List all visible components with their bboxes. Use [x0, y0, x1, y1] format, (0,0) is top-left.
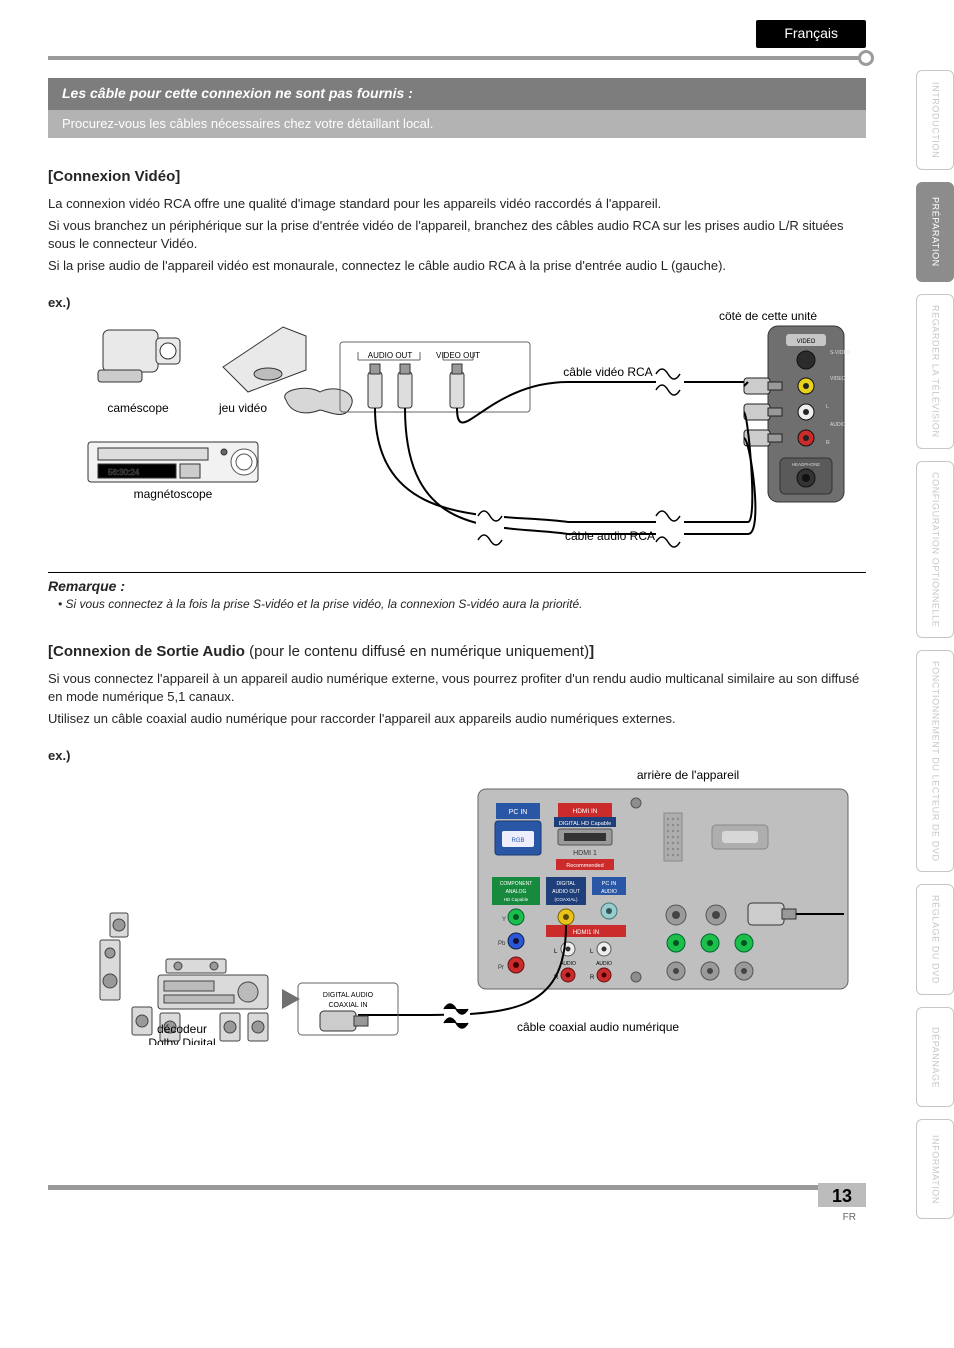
panel-svideo: S-VIDEO [830, 350, 851, 356]
panel-R: R [826, 440, 830, 446]
audio-heading-bold: [Connexion de Sortie Audio [48, 643, 245, 660]
audio-heading: [Connexion de Sortie Audio (pour le cont… [48, 641, 866, 662]
panel-video-hdr: VIDEO [797, 339, 816, 345]
bk-pcin2: PC IN [602, 881, 617, 887]
bk-Pr: Pr [498, 965, 504, 971]
panel-video-jack: VIDEO [830, 376, 846, 382]
label-cable-coax: câble coaxial audio numérique [517, 1020, 679, 1034]
bk-Y: Y [502, 917, 506, 923]
label-digital-in-1: DIGITAL AUDIO [323, 992, 374, 999]
bk-hdmi-in: HDMI IN [573, 808, 598, 815]
video-p2: Si vous branchez un périphérique sur la … [48, 217, 866, 253]
side-tab-introduction[interactable]: INTRODUCTION [916, 70, 954, 170]
label-cable-video: câble vidéo RCA [563, 365, 652, 379]
bk-component: COMPONENT [500, 881, 533, 887]
label-magnetoscope: magnétoscope [134, 487, 213, 501]
label-jeu-video: jeu vidéo [218, 401, 267, 415]
audio-heading-close: ] [589, 643, 594, 660]
side-tab-configuration[interactable]: CONFIGURATION OPTIONNELLE [916, 461, 954, 638]
panel-L: L [826, 404, 829, 410]
label-arriere: arrière de l'appareil [637, 768, 739, 782]
note-box: Remarque : Si vous connectez à la fois l… [48, 572, 866, 613]
note-body: Si vous connectez à la fois la prise S-v… [48, 596, 866, 613]
note-title: Remarque : [48, 577, 866, 597]
video-p1: La connexion vidéo RCA offre une qualité… [48, 195, 866, 213]
bk-digital: DIGITAL [556, 881, 575, 887]
panel-audio: AUDIO [830, 422, 846, 428]
video-ex-label: ex.) [48, 294, 70, 312]
page-number: 13 [818, 1183, 866, 1207]
bk-audioout: AUDIO OUT [552, 889, 580, 895]
bk-pc-in: PC IN [509, 809, 528, 816]
bk-R2: R [590, 975, 595, 981]
side-tab-fonctionnement[interactable]: FONCTIONNEMENT DU LECTEUR DE DVD [916, 650, 954, 873]
side-tab-preparation[interactable]: PRÉPARATION [916, 182, 954, 282]
bk-analog: ANALOG [506, 889, 527, 895]
label-audio-out: AUDIO OUT [368, 351, 413, 360]
bk-audio4: AUDIO [596, 961, 612, 967]
label-cote-unite: côté de cette unité [719, 312, 817, 323]
audio-ex-label: ex.) [48, 747, 70, 765]
video-connection-diagram: caméscope jeu vidéo 56:30:24 [48, 312, 868, 562]
video-p3: Si la prise audio de l'appareil vidéo es… [48, 257, 866, 275]
footer-lang: FR [843, 1211, 856, 1225]
bk-digital-hd: DIGITAL HD Capable [559, 821, 611, 827]
panel-headphone: HEADPHONE [792, 462, 821, 467]
video-heading: [Connexion Vidéo] [48, 166, 866, 187]
bk-hdmi1in: HDMI1 IN [573, 930, 599, 936]
bk-hdmi1: HDMI 1 [573, 850, 597, 857]
label-camescope: caméscope [107, 401, 169, 415]
cable-notice-banner: Les câble pour cette connexion ne sont p… [48, 78, 866, 138]
bk-hdcap: HD Capable [504, 897, 529, 902]
bk-coax: (COAXIAL) [555, 897, 578, 902]
audio-heading-light: (pour le contenu diffusé en numérique un… [245, 643, 589, 660]
bk-Pb: Pb [498, 941, 506, 947]
side-tab-depannage[interactable]: DÉPANNAGE [916, 1007, 954, 1107]
side-tab-reglage[interactable]: RÉGLAGE DU DVD [916, 884, 954, 995]
header-rule [48, 56, 866, 60]
audio-p1: Si vous connectez l'appareil à un appare… [48, 670, 866, 706]
audio-p2: Utilisez un câble coaxial audio numériqu… [48, 710, 866, 728]
bk-audio2: AUDIO [601, 889, 617, 895]
bk-rgb: RGB [511, 838, 524, 844]
label-decoder-2: Dolby Digital [148, 1036, 215, 1045]
page-footer: 13 FR [48, 1185, 866, 1190]
bk-recommended: Recommended [566, 863, 603, 869]
banner-title: Les câble pour cette connexion ne sont p… [48, 78, 866, 110]
side-tab-information[interactable]: INFORMATION [916, 1119, 954, 1219]
label-cable-audio: câble audio RCA [565, 529, 655, 543]
audio-connection-diagram: arrière de l'appareil PC IN RGB HDMI IN … [48, 765, 868, 1045]
side-tab-regarder[interactable]: REGARDER LA TÉLÉVISION [916, 294, 954, 449]
vcr-time: 56:30:24 [108, 468, 140, 477]
label-decoder-1: décodeur [157, 1022, 207, 1036]
banner-subtitle: Procurez-vous les câbles nécessaires che… [48, 110, 866, 138]
label-digital-in-2: COAXIAL IN [328, 1002, 367, 1009]
language-badge: Français [756, 20, 866, 48]
side-tabs: INTRODUCTION PRÉPARATION REGARDER LA TÉL… [916, 70, 954, 1219]
